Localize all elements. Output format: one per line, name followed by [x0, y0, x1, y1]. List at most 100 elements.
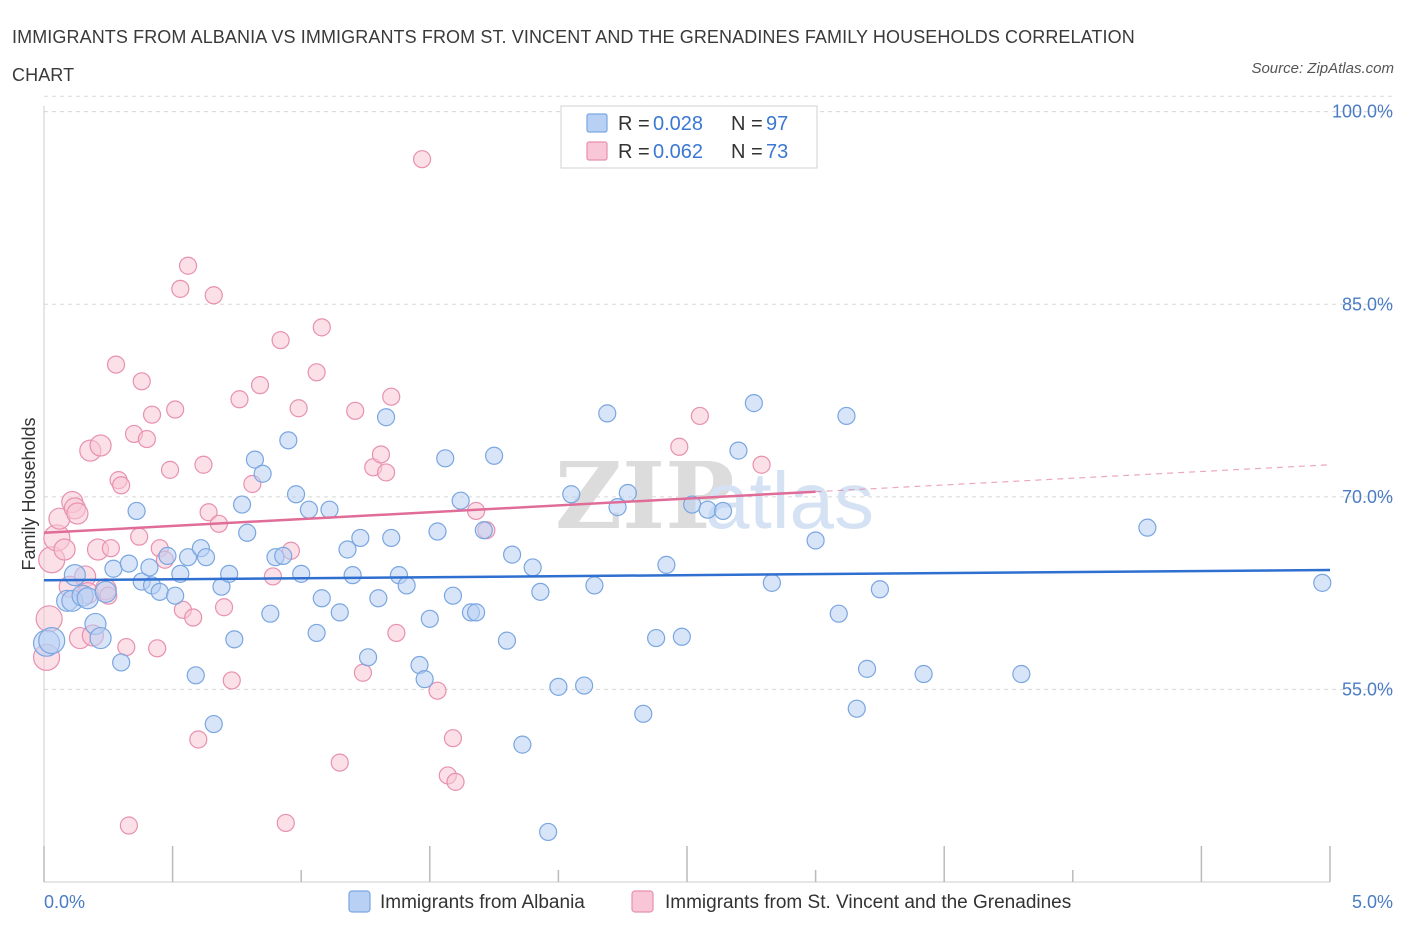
bottom-legend-swatch-svg: [631, 890, 654, 913]
albania-point-33: [261, 604, 280, 623]
albania-point-59: [451, 491, 470, 510]
albania-point-57: [436, 449, 455, 468]
albania-point-29: [232, 495, 252, 514]
x-tick-label-0: 0.0%: [44, 892, 85, 912]
legend-n-value-svg: 73: [766, 141, 788, 163]
albania-point-86: [762, 573, 781, 592]
albania-point-85: [744, 394, 763, 413]
albania-point-4: [63, 564, 86, 587]
legend-box: R = 0.028 N = 97 R = 0.062 N = 73: [560, 105, 818, 169]
y-axis-label: Family Households: [19, 417, 39, 570]
albania-point-64: [497, 631, 517, 650]
albania-point-36: [279, 431, 298, 450]
x-tick-label-1: 5.0%: [1352, 892, 1393, 912]
albania-point-18: [158, 546, 177, 565]
albania-point-66: [513, 735, 532, 754]
legend-r-value-albania: 0.028: [653, 113, 703, 135]
albania-point-48: [369, 589, 388, 608]
albania-point-43: [330, 603, 349, 622]
albania-point-41: [312, 589, 331, 608]
bottom-legend-label-albania: Immigrants from Albania: [380, 892, 585, 913]
albania-point-39: [299, 500, 319, 519]
legend-n-value-albania: 97: [766, 113, 788, 135]
albania-point-92: [870, 580, 890, 599]
albania-point-17: [150, 582, 169, 601]
axes: [43, 106, 1331, 883]
albania-point-55: [420, 609, 439, 628]
albania-point-67: [523, 558, 542, 577]
albania-point-25: [204, 714, 223, 734]
albania-point-74: [598, 404, 617, 423]
albania-point-62: [474, 521, 493, 540]
albania-point-49: [376, 408, 396, 427]
watermark-atlas: atlas: [705, 456, 874, 545]
watermark: ZIP atlas: [555, 442, 874, 550]
albania-point-84: [729, 441, 748, 460]
albania-point-11: [112, 653, 131, 672]
trend-line-albania: [43, 568, 1331, 582]
albania-point-96: [1313, 573, 1332, 592]
albania-point-13: [127, 501, 146, 521]
albania-point-58: [443, 586, 463, 605]
legend-n-label-svg: N =: [731, 141, 763, 163]
albania-point-37: [286, 485, 306, 504]
albania-point-91: [857, 659, 877, 678]
albania-point-45: [343, 566, 362, 585]
albania-point-77: [634, 704, 653, 723]
albania-point-65: [503, 545, 522, 564]
albania-point-79: [657, 555, 676, 574]
source-label: Source: ZipAtlas.com: [1251, 60, 1394, 77]
albania-point-89: [837, 406, 856, 426]
y-tick-label-2: 85.0%: [1342, 294, 1393, 314]
albania-point-32: [253, 464, 272, 483]
albania-point-71: [562, 485, 581, 504]
albania-point-50: [382, 528, 401, 548]
y-tick-label-3: 100.0%: [1332, 102, 1393, 122]
albania-point-1: [38, 627, 66, 655]
albania-point-52: [397, 576, 416, 595]
albania-point-30: [238, 523, 257, 542]
albania-point-9: [94, 580, 117, 603]
albania-point-72: [575, 676, 594, 695]
bottom-legend-label-svg: Immigrants from St. Vincent and the Gren…: [665, 892, 1071, 913]
albania-point-44: [338, 540, 357, 559]
albania-point-70: [549, 677, 568, 696]
albania-point-21: [178, 548, 198, 567]
albania-point-31: [245, 450, 265, 469]
legend-n-label-albania: N =: [731, 113, 763, 135]
albania-point-95: [1138, 518, 1157, 537]
albania-point-90: [847, 699, 866, 718]
y-tick-label-1: 70.0%: [1342, 487, 1393, 507]
bottom-legend: Immigrants from Albania Immigrants from …: [348, 890, 1071, 913]
albania-point-42: [320, 500, 339, 519]
legend-r-value-svg: 0.062: [653, 141, 703, 163]
albania-point-40: [307, 623, 326, 643]
series-albania-points: [32, 394, 1332, 842]
albania-point-35: [274, 546, 293, 565]
trend-lines: [43, 464, 1331, 582]
albania-point-83: [713, 501, 733, 521]
albania-point-88: [829, 604, 848, 623]
y-tick-label-0: 55.0%: [1342, 679, 1393, 699]
albania-point-68: [531, 582, 550, 601]
albania-point-87: [806, 531, 825, 550]
albania-point-46: [351, 528, 370, 548]
series-svg-points: [32, 150, 771, 835]
albania-point-61: [466, 603, 486, 622]
albania-point-78: [647, 628, 666, 648]
albania-point-47: [358, 648, 378, 667]
albania-point-73: [585, 576, 604, 595]
albania-point-54: [415, 670, 434, 689]
legend-swatch-albania: [586, 113, 608, 133]
albania-point-8: [89, 626, 112, 650]
watermark-zip: ZIP: [555, 442, 734, 550]
albania-point-69: [539, 822, 558, 842]
albania-point-28: [225, 630, 244, 649]
bottom-legend-swatch-albania: [348, 890, 371, 913]
albania-point-24: [196, 548, 216, 567]
albania-point-10: [104, 559, 123, 578]
legend-swatch-svg: [586, 141, 608, 161]
trend-line-svg: [43, 490, 816, 535]
albania-point-94: [1012, 664, 1031, 684]
